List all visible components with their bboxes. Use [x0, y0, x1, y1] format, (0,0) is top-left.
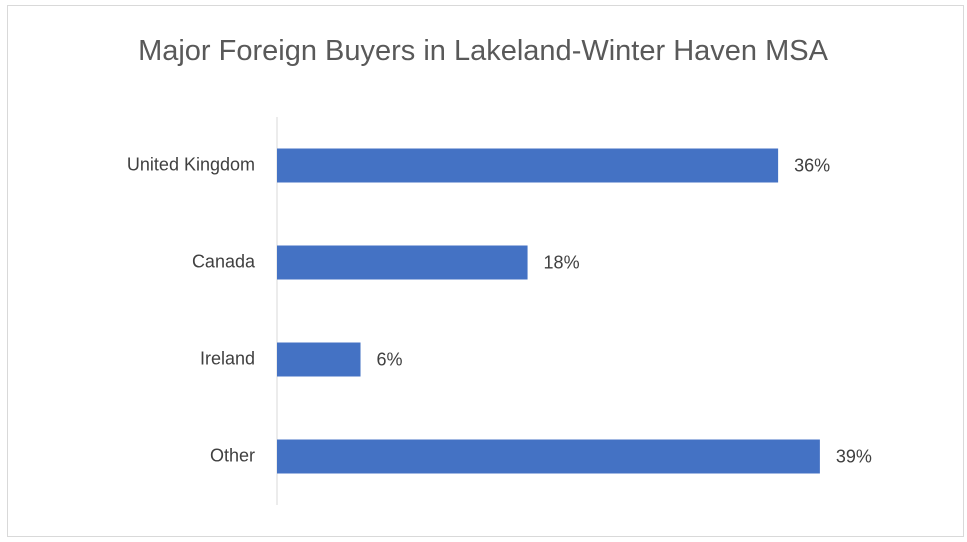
bar [277, 342, 361, 377]
bar [277, 148, 779, 183]
bar [277, 245, 528, 280]
data-label: 39% [836, 446, 872, 466]
y-tick-label: United Kingdom [127, 154, 255, 174]
data-label: 18% [544, 252, 580, 272]
y-tick-label: Other [210, 445, 255, 465]
chart-title: Major Foreign Buyers in Lakeland-Winter … [138, 35, 828, 67]
data-label: 6% [377, 349, 403, 369]
data-label: 36% [794, 155, 830, 175]
bar [277, 439, 820, 474]
y-tick-label: Canada [192, 251, 256, 271]
y-tick-label: Ireland [200, 348, 255, 368]
